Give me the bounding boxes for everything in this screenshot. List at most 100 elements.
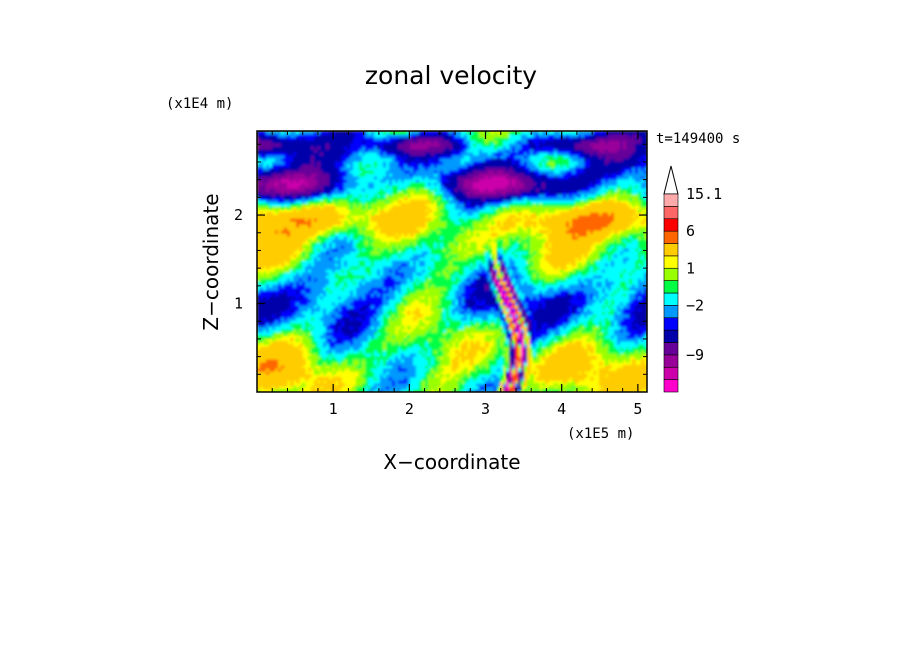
contour-cell — [443, 314, 447, 318]
contour-cell — [305, 263, 309, 267]
contour-cell — [404, 353, 408, 357]
contour-cell — [410, 374, 414, 378]
contour-cell — [299, 254, 303, 258]
contour-cell — [371, 314, 375, 318]
contour-cell — [335, 158, 339, 162]
contour-cell — [407, 215, 411, 219]
contour-cell — [293, 314, 297, 318]
contour-cell — [392, 182, 396, 186]
contour-cell — [389, 158, 393, 162]
contour-cell — [398, 212, 402, 216]
contour-cell — [377, 260, 381, 264]
contour-cell — [332, 167, 336, 171]
contour-cell — [440, 164, 444, 168]
contour-cell — [368, 314, 372, 318]
contour-cell — [431, 161, 435, 165]
contour-cell — [392, 329, 396, 333]
contour-cell — [413, 182, 417, 186]
contour-cell — [365, 185, 369, 189]
contour-cell — [395, 197, 399, 201]
contour-cell — [404, 164, 408, 168]
contour-cell — [269, 317, 273, 321]
contour-cell — [404, 203, 408, 207]
contour-cell — [407, 239, 411, 243]
contour-cell — [374, 350, 378, 354]
contour-cell — [311, 281, 315, 285]
contour-cell — [401, 203, 405, 207]
contour-cell — [377, 242, 381, 246]
contour-cell — [308, 281, 312, 285]
contour-cell — [419, 203, 423, 207]
contour-cell — [257, 242, 261, 246]
contour-cell — [350, 302, 354, 306]
contour-cell — [413, 224, 417, 228]
contour-cell — [395, 260, 399, 264]
contour-cell — [398, 176, 402, 180]
contour-cell — [431, 164, 435, 168]
contour-cell — [350, 158, 354, 162]
contour-cell — [422, 380, 426, 384]
contour-cell — [356, 176, 360, 180]
contour-cell — [308, 338, 312, 342]
contour-cell — [284, 227, 288, 231]
contour-cell — [308, 314, 312, 318]
contour-cell — [311, 311, 315, 315]
contour-cell — [272, 278, 276, 282]
contour-cell — [275, 173, 279, 177]
contour-cell — [338, 383, 342, 387]
contour-cell — [398, 329, 402, 333]
contour-cell — [266, 329, 270, 333]
contour-cell — [431, 353, 435, 357]
contour-cell — [314, 143, 318, 147]
contour-cell — [272, 227, 276, 231]
contour-cell — [272, 191, 276, 195]
contour-cell — [347, 338, 351, 342]
contour-cell — [293, 248, 297, 252]
contour-cell — [419, 224, 423, 228]
contour-cell — [395, 221, 399, 225]
contour-cell — [335, 311, 339, 315]
contour-cell — [377, 200, 381, 204]
contour-cell — [287, 173, 291, 177]
contour-cell — [278, 380, 282, 384]
contour-cell — [257, 215, 261, 219]
contour-cell — [365, 332, 369, 336]
contour-cell — [275, 260, 279, 264]
contour-cell — [428, 200, 432, 204]
contour-cell — [278, 224, 282, 228]
contour-cell — [320, 194, 324, 198]
contour-cell — [428, 281, 432, 285]
contour-cell — [260, 212, 264, 216]
contour-cell — [317, 221, 321, 225]
contour-cell — [389, 389, 393, 392]
contour-cell — [356, 284, 360, 288]
contour-cell — [413, 290, 417, 294]
contour-cell — [344, 167, 348, 171]
contour-cell — [323, 239, 327, 243]
contour-cell — [422, 287, 426, 291]
contour-cell — [263, 173, 267, 177]
contour-cell — [263, 362, 267, 366]
contour-cell — [293, 272, 297, 276]
contour-cell — [287, 251, 291, 255]
contour-cell — [257, 230, 261, 234]
contour-cell — [335, 239, 339, 243]
contour-cell — [314, 167, 318, 171]
contour-cell — [335, 278, 339, 282]
contour-cell — [332, 386, 336, 390]
contour-cell — [362, 203, 366, 207]
contour-cell — [323, 299, 327, 303]
contour-cell — [365, 131, 369, 135]
contour-cell — [314, 152, 318, 156]
contour-cell — [350, 266, 354, 270]
contour-cell — [347, 305, 351, 309]
contour-cell — [341, 215, 345, 219]
contour-cell — [386, 194, 390, 198]
contour-cell — [347, 257, 351, 261]
contour-cell — [257, 389, 261, 392]
contour-cell — [278, 359, 282, 363]
contour-cell — [269, 320, 273, 324]
contour-cell — [299, 332, 303, 336]
contour-cell — [344, 197, 348, 201]
contour-cell — [383, 317, 387, 321]
